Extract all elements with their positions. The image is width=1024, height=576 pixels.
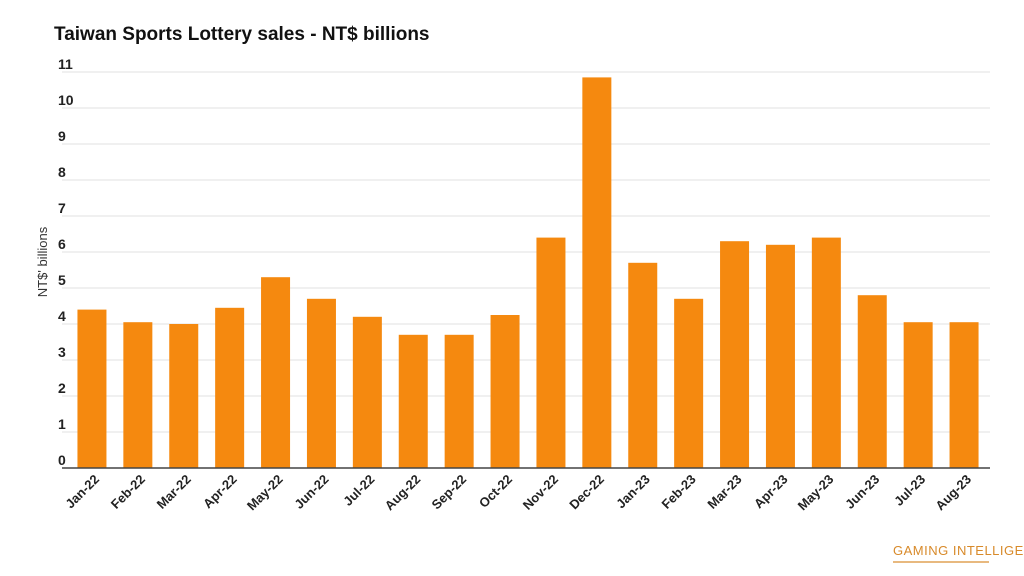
x-tick-label: Jul-23 [891, 472, 928, 509]
gaming-intelligence-logo: GAMING INTELLIGENCE [893, 543, 1024, 567]
x-tick-label: Aug-23 [932, 472, 974, 514]
x-tick-label: Jun-23 [842, 472, 882, 512]
y-tick-labels: 0 1 2 3 4 5 6 7 8 9 10 11 [58, 56, 74, 468]
bar-jun-23 [857, 295, 887, 468]
x-tick-label: Apr-23 [751, 472, 791, 512]
bar-jan-22 [77, 309, 107, 468]
x-tick-label: Apr-22 [200, 472, 240, 512]
y-tick-label: 3 [58, 344, 66, 360]
x-tick-label: Oct-22 [476, 472, 515, 511]
bar-apr-22 [215, 307, 245, 468]
y-tick-label: 1 [58, 416, 66, 432]
y-tick-label: 2 [58, 380, 66, 396]
bar-nov-22 [536, 237, 566, 468]
y-tick-label: 6 [58, 236, 66, 252]
bar-mar-23 [720, 241, 750, 468]
bar-feb-23 [674, 298, 704, 468]
bar-aug-23 [949, 322, 979, 468]
x-tick-label: Sep-22 [429, 472, 470, 513]
y-tick-label: 5 [58, 272, 66, 288]
chart-title: Taiwan Sports Lottery sales - NT$ billio… [54, 24, 430, 45]
bar-jul-22 [352, 316, 382, 468]
bar-aug-22 [398, 334, 428, 468]
y-tick-label: 0 [58, 452, 66, 468]
x-tick-label: Jan-22 [62, 472, 102, 512]
x-tick-labels: Jan-22 Feb-22 Mar-22 Apr-22 May-22 Jun-22 Jul-… [62, 472, 974, 514]
y-tick-label: 9 [58, 128, 66, 144]
y-tick-label: 11 [58, 56, 73, 72]
logo-wordmark: GAMING INTELLIGENCE [893, 543, 1024, 558]
x-tick-label: Feb-22 [108, 472, 148, 512]
bar-mar-22 [169, 324, 199, 468]
x-tick-label: Nov-22 [520, 472, 561, 513]
y-tick-label: 8 [58, 164, 66, 180]
x-tick-label: Jan-23 [613, 472, 653, 512]
bar-oct-22 [490, 315, 520, 468]
logo-underline [893, 561, 989, 563]
y-tick-label: 10 [58, 92, 74, 108]
x-tick-label: Mar-22 [154, 472, 194, 512]
x-tick-label: Mar-23 [704, 472, 744, 512]
x-tick-label: May-23 [795, 472, 837, 514]
bar-may-22 [261, 277, 291, 468]
bar-may-23 [811, 237, 841, 468]
bar-jul-23 [903, 322, 933, 468]
bar-jun-22 [306, 298, 336, 468]
bar-dec-22 [582, 77, 612, 469]
x-tick-label: Dec-22 [566, 472, 607, 513]
x-tick-label: May-22 [244, 472, 286, 514]
bar-sep-22 [444, 334, 474, 468]
bar-jan-23 [628, 262, 658, 468]
y-tick-label: 4 [58, 308, 66, 324]
gridlines [62, 71, 990, 433]
x-tick-label: Feb-23 [659, 472, 699, 512]
x-tick-label: Jun-22 [291, 472, 331, 512]
bar-apr-23 [765, 244, 795, 468]
bar-feb-22 [123, 322, 153, 468]
y-tick-label: 7 [58, 200, 66, 216]
x-tick-label: Aug-22 [382, 472, 424, 514]
y-axis-label: NT$' billions [35, 226, 50, 297]
bars [77, 77, 979, 469]
x-tick-label: Jul-22 [340, 472, 377, 509]
